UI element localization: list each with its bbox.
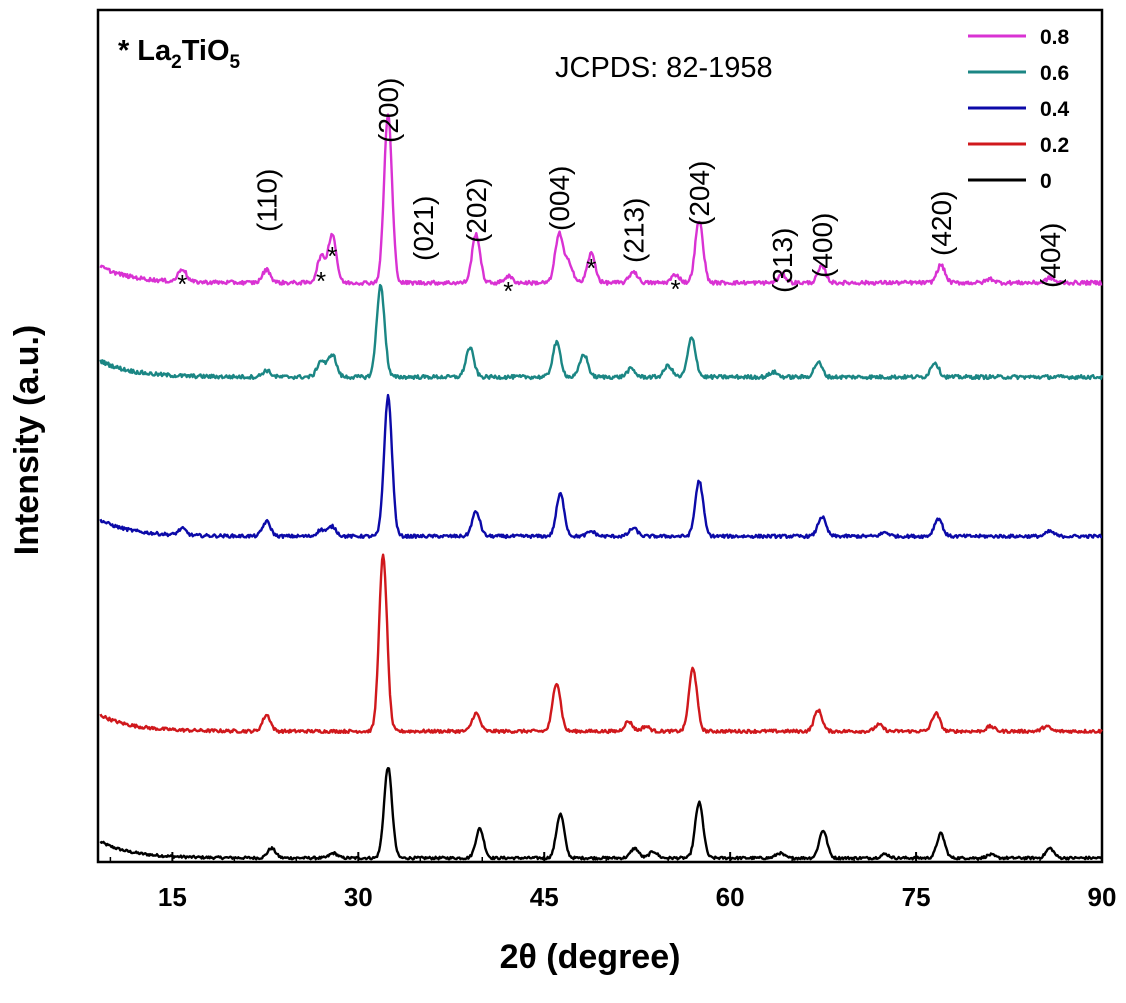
impurity-star: * <box>503 276 513 306</box>
legend-label: 0.2 <box>1040 134 1069 157</box>
impurity-star: * <box>327 241 337 271</box>
series-line-0 <box>101 768 1103 859</box>
series-line-0.6 <box>101 285 1103 379</box>
series-line-0.4 <box>101 395 1103 538</box>
impurity-star: * <box>586 253 596 283</box>
hkl-label: (202) <box>461 178 492 243</box>
legend: 0.8 0.6 0.4 0.2 0 <box>968 26 1070 193</box>
x-tick-label: 90 <box>1088 882 1117 912</box>
hkl-label: (004) <box>544 166 575 231</box>
series-line-0.2 <box>101 555 1103 733</box>
hkl-label: (313) <box>767 228 798 293</box>
hkl-annotations: (110) (200) (021) (202) (004) (213) (204) (313)… <box>252 78 1066 293</box>
hkl-label: (213) <box>619 198 650 263</box>
x-tick-label: 60 <box>716 882 745 912</box>
jcpds-reference: JCPDS: 82-1958 <box>555 52 773 84</box>
hkl-label: (404) <box>1035 223 1066 288</box>
x-axis-title: 2θ (degree) <box>500 938 681 976</box>
legend-label: 0.4 <box>1040 98 1070 121</box>
x-tick-label: 45 <box>530 882 559 912</box>
impurity-star: * <box>177 269 187 299</box>
phase-marker-label: * La2TiO5 <box>118 35 241 73</box>
hkl-label: (204) <box>684 161 715 226</box>
legend-label: 0.8 <box>1040 26 1070 49</box>
hkl-label: (200) <box>373 78 404 143</box>
impurity-star: * <box>316 266 326 296</box>
x-tick-label: 15 <box>158 882 187 912</box>
phase-prefix: La <box>137 35 172 67</box>
hkl-label: (400) <box>807 213 838 278</box>
hkl-label: (110) <box>252 169 283 232</box>
hkl-label: (420) <box>926 191 957 256</box>
x-tick-label: 75 <box>902 882 931 912</box>
plot-frame <box>98 10 1102 862</box>
legend-label: 0.6 <box>1040 62 1069 85</box>
phase-sub1: 2 <box>171 52 182 73</box>
phase-symbol: * <box>118 35 130 67</box>
phase-mid: TiO <box>182 35 230 67</box>
phase-sub2: 5 <box>230 52 241 73</box>
x-tick-label: 30 <box>344 882 373 912</box>
y-axis-title: Intensity (a.u.) <box>8 325 46 555</box>
impurity-star: * <box>671 274 681 304</box>
hkl-label: (021) <box>408 196 439 261</box>
legend-label: 0 <box>1040 170 1052 193</box>
